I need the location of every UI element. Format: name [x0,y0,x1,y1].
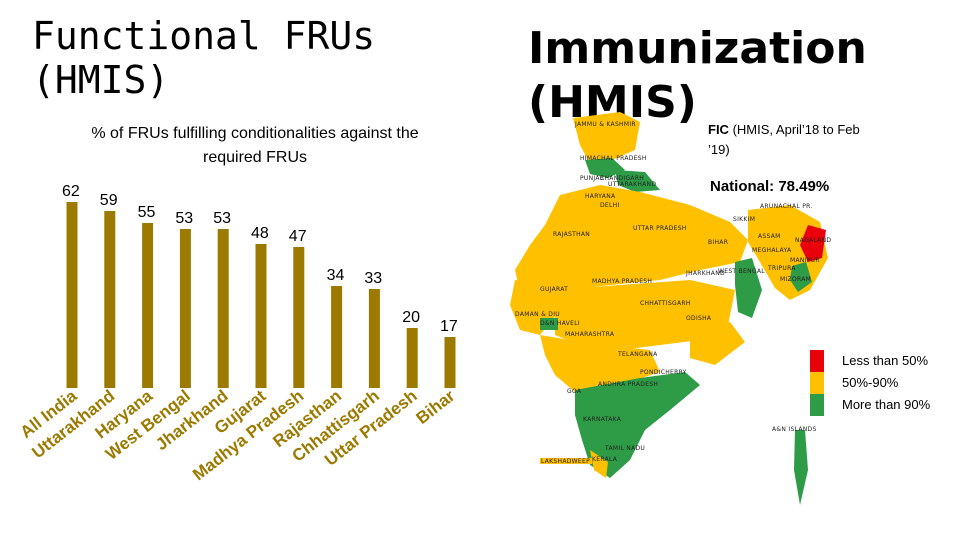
map-label-jharkhand: JHARKHAND [685,270,725,277]
legend-label-high: More than 90% [842,397,931,412]
value-label: 33 [364,270,382,287]
map-region-odisha [690,322,745,365]
map-label-odisha: ODISHA [686,315,712,322]
chart-subtitle: % of FRUs fulfilling conditionalities ag… [91,125,419,166]
map-legend: Less than 50% 50%-90% More than 90% [810,350,958,416]
legend-swatch-high [810,394,824,416]
map-label-pondicherry: PONDICHERRY [640,369,687,376]
map-region-maharashtra [540,335,660,392]
map-region-kerala [590,450,608,478]
bar-jharkhand [217,229,229,388]
map-label-rajasthan: RAJASTHAN [553,231,590,238]
map-region-himachal [585,158,625,178]
map-label-karnataka: KARNATAKA [583,416,622,423]
map-label-himachal-pradesh: HIMACHAL PRADESH [580,155,647,162]
map-label-mizoram: MIZORAM [780,276,811,283]
map-label-nagaland: NAGALAND [795,237,831,244]
value-label: 55 [138,204,156,221]
map-label-lakshadweep: LAKSHADWEEP [541,458,590,465]
map-region-daman-dnh [540,318,558,330]
map-region-andaman [794,430,808,505]
map-note-bold: FIC [708,122,729,137]
map-label-delhi: DELHI [600,202,620,209]
bar-haryana [142,223,154,388]
map-region-lakshadweep [540,458,592,464]
bar-madhya-pradesh [293,247,305,388]
map-region-northern-plains [515,185,748,300]
map-region-west-bengal [735,258,762,318]
chart-title: Functional FRUs (HMIS) [32,14,376,102]
map-label-uttar-pradesh: UTTAR PRADESH [633,225,687,232]
map-label-tamil-nadu: TAMIL NADU [604,445,645,452]
bar-west-bengal [179,229,191,388]
map-label-haryana: HARYANA [585,193,616,200]
map-title: Immunization (HMIS) [528,23,867,128]
legend-label-mid: 50%-90% [842,375,899,390]
bar-gujarat [255,244,267,388]
map-label-bihar: BIHAR [708,239,728,246]
value-label: 62 [62,183,80,200]
map-note-text: (HMIS, April’18 to Feb ’19) [708,122,860,157]
value-label: 34 [327,267,345,284]
map-note: FIC (HMIS, April’18 to Feb ’19) [708,120,868,160]
value-label: 48 [251,225,269,242]
map-label-west-bengal: WEST BENGAL [718,268,765,275]
map-label-d-n-haveli: D&N HAVELI [540,320,580,327]
map-label-jammu-kashmir: JAMMU & KASHMIR [574,121,636,128]
map-label-manipur: MANIPUR [790,257,820,264]
bar-all-india [66,202,78,388]
value-label: 47 [289,228,307,245]
map-label-andhra-pradesh: ANDHRA PRADESH [598,381,658,388]
legend-label-low: Less than 50% [842,353,929,368]
map-label-telangana: TELANGANA [617,351,658,358]
bar-chhattisgarh [368,289,380,388]
category-label: Bihar [413,386,459,428]
legend-row-low: Less than 50% [810,350,958,372]
bar-uttar-pradesh [406,328,418,388]
map-region-uttarakhand [615,170,660,192]
map-region-south [575,372,700,478]
map-label-gujarat: GUJARAT [540,286,568,293]
bar-rajasthan [331,286,343,388]
map-region-north [573,112,640,163]
value-label: 20 [402,309,420,326]
value-label: 59 [100,192,118,209]
legend-row-high: More than 90% [810,394,958,416]
value-label: 53 [213,210,231,227]
map-label-a-n-islands: A&N ISLANDS [772,426,817,433]
map-label-tripura: TRIPURA [767,265,796,272]
value-label: 53 [175,210,193,227]
map-label-kerala: KERALA [592,456,618,463]
map-label-sikkim: SIKKIM [733,216,755,223]
map-label-assam: ASSAM [758,233,781,240]
map-label-uttarakhand: UTTARAKHAND [608,181,656,188]
bar-uttarakhand [104,211,116,388]
legend-swatch-mid [810,372,824,394]
map-label-daman-diu: DAMAN & DIU [515,311,560,318]
map-region-manipur [790,262,812,292]
bar-bihar [444,337,456,388]
map-label-arunachal-pr-: ARUNACHAL PR. [760,203,813,210]
map-region-nagaland [800,225,826,262]
map-label-maharashtra: MAHARASHTRA [565,331,615,338]
legend-swatch-low [810,350,824,372]
map-label-punjab: PUNJAB [580,175,604,182]
value-label: 17 [440,318,458,335]
map-label-meghalaya: MEGHALAYA [752,247,792,254]
map-label-madhya-pradesh: MADHYA PRADESH [592,278,652,285]
map-label-goa: GOA [567,388,582,395]
map-label-chandigarh: CHANDIGARH [600,175,644,182]
india-map: JAMMU & KASHMIR HIMACHAL PRADESH PUNJABCHA… [510,112,831,505]
national-value: National: 78.49% [710,178,830,195]
map-label-chhattisgarh: CHHATTISGARH [640,300,691,307]
legend-row-mid: 50%-90% [810,372,958,394]
